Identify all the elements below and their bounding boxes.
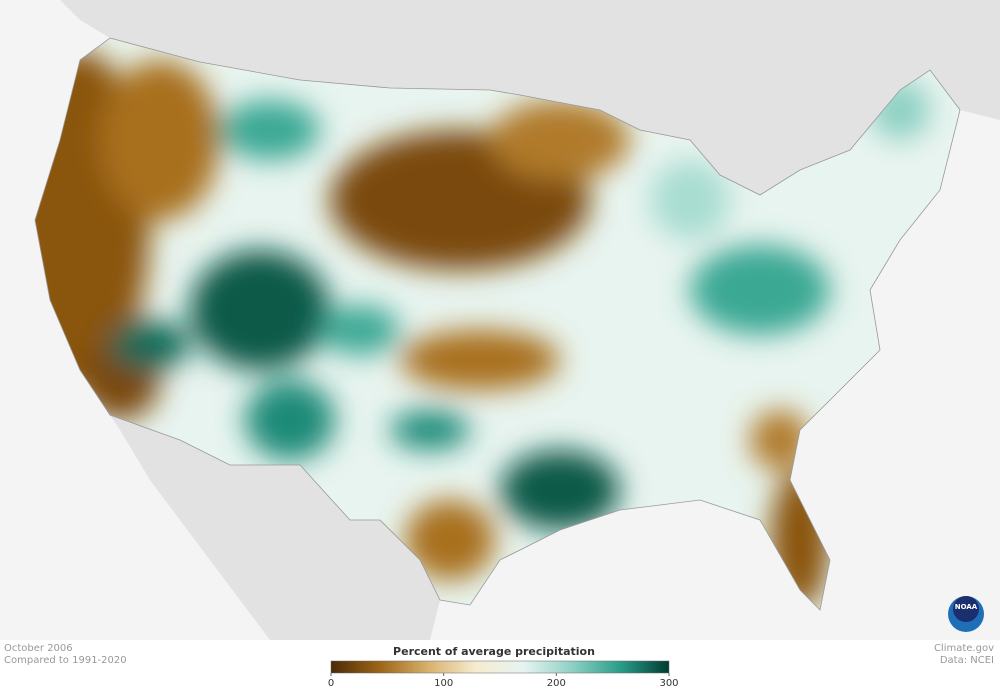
tick-label: 200 [547, 678, 566, 689]
date: October 2006 [4, 643, 73, 654]
logo-text: NOAA [955, 603, 978, 611]
precipitation-map [35, 38, 960, 610]
tick-label: 100 [434, 678, 453, 689]
legend: 0 100 200 300 [328, 660, 679, 689]
baseline: Compared to 1991-2020 [4, 655, 127, 666]
source: Data: NCEI [940, 655, 994, 666]
canada [60, 0, 1000, 195]
mexico [110, 415, 440, 640]
credit: Climate.gov [934, 643, 994, 654]
tick-label: 0 [328, 678, 334, 689]
tick-label: 300 [659, 678, 678, 689]
color-bar [330, 660, 670, 674]
legend-title: Percent of average precipitation [393, 645, 595, 658]
